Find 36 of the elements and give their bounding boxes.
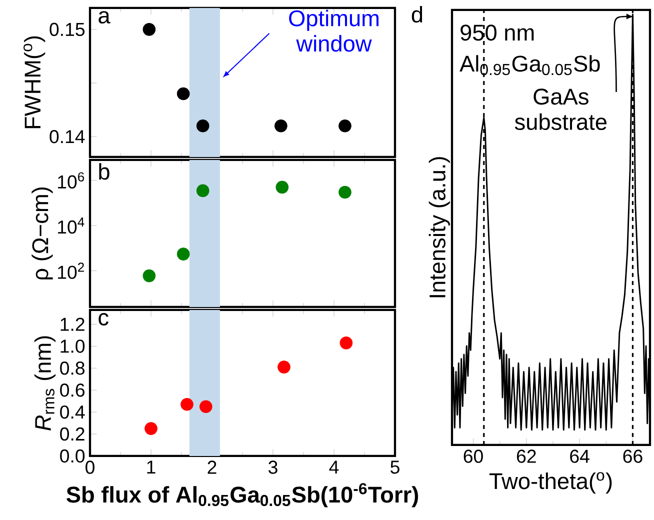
y-tick-label: 10$^{2}$	[58, 262, 84, 279]
y-axis-title: Intensity (a.u.)	[428, 157, 450, 298]
x-tick-label: 62	[516, 450, 536, 463]
text: d	[412, 6, 422, 23]
annotation: a	[98, 11, 110, 24]
y-tick-label: 0.8	[60, 362, 84, 375]
y-tick-label: 0.14	[50, 130, 85, 144]
y-tick-label: 0.15	[50, 22, 85, 36]
x-tick-label: 0	[86, 460, 94, 474]
x-tick-label: 64	[570, 450, 590, 463]
y-axis-title: R$_{rms}$ (nm)	[34, 336, 56, 430]
y-axis-title: ρ (Ω−cm)	[32, 188, 53, 280]
x-axis-title: Sb flux of Al$_{0.95}$Ga$_{0.05}$Sb(10$^{-6}$Torr)	[66, 483, 418, 508]
y-axis-title: FWHM($^{o}$)	[24, 36, 46, 128]
annotation: c	[98, 313, 108, 326]
annotation: 950 nm	[460, 24, 534, 41]
x-tick-label: 66	[623, 450, 642, 463]
y-tick-label: 0.2	[60, 427, 84, 441]
x-tick-label: 5	[390, 460, 400, 474]
x-tick-label: 1	[147, 460, 156, 474]
x-tick-label: 4	[329, 460, 339, 474]
x-tick-label: 3	[268, 460, 278, 474]
annotation: b	[99, 163, 110, 180]
y-tick-label: 1.2	[60, 318, 84, 331]
annotation: Al$_{0.95}$Ga$_{0.05}$Sb	[460, 55, 600, 76]
x-tick-label: 60	[464, 450, 483, 463]
y-tick-label: 10$^{4}$	[58, 218, 84, 234]
y-tick-label: 0.6	[60, 384, 84, 397]
annotation: Optimum window	[289, 10, 378, 52]
y-tick-label: 0.0	[60, 449, 85, 463]
y-tick-label: 10$^{6}$	[58, 172, 84, 189]
x-tick-label: 2	[208, 460, 216, 474]
annotation: GaAs substrate	[514, 88, 607, 130]
y-tick-label: 1.0	[60, 340, 85, 353]
y-tick-label: 0.4	[60, 405, 85, 419]
x-axis-title: Two-theta($^{o}$)	[489, 472, 612, 494]
